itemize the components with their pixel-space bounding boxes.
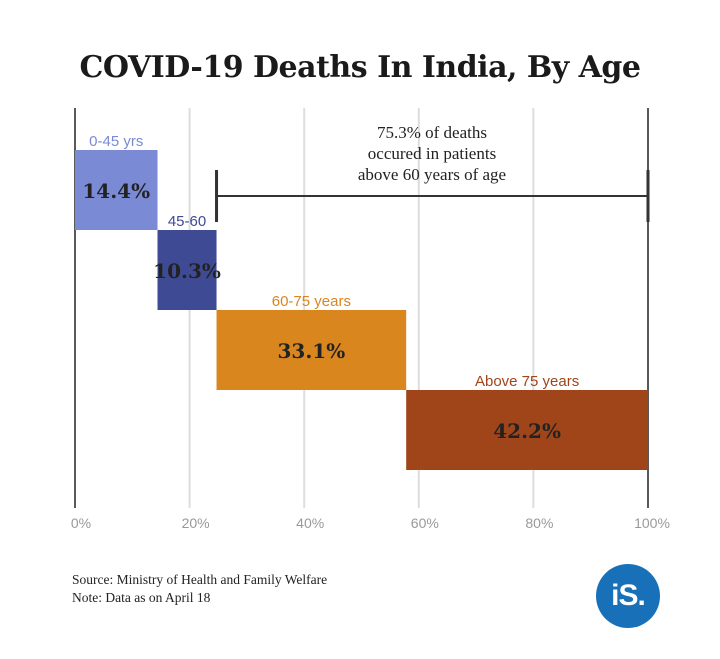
source-note: Source: Ministry of Health and Family We…	[72, 572, 328, 587]
bar-value-label: 33.1%	[278, 339, 346, 363]
annotation-text: 75.3% of deaths	[377, 123, 487, 142]
x-tick-label: 60%	[411, 515, 439, 531]
category-label: 45-60	[168, 213, 206, 230]
x-tick-label: 40%	[296, 515, 324, 531]
bar	[406, 390, 648, 470]
bar-value-label: 14.4%	[82, 179, 150, 203]
bar-value-label: 42.2%	[493, 419, 561, 443]
x-tick-label: 100%	[634, 515, 670, 531]
data-date-note: Note: Data as on April 18	[72, 590, 211, 605]
category-label: Above 75 years	[475, 373, 579, 390]
bar	[157, 230, 217, 310]
x-tick-label: 0%	[71, 515, 91, 531]
bar	[75, 150, 158, 230]
category-label: 0-45 yrs	[89, 133, 143, 150]
bar	[216, 310, 407, 390]
category-label: 60-75 years	[272, 293, 351, 310]
x-tick-label: 20%	[182, 515, 210, 531]
bar-value-label: 10.3%	[153, 259, 221, 283]
x-tick-label: 80%	[525, 515, 553, 531]
indiaspend-logo: iS.	[596, 564, 660, 628]
annotation-text: occured in patients	[368, 144, 496, 163]
chart-title: COVID-19 Deaths In India, By Age	[79, 50, 641, 85]
annotation-text: above 60 years of age	[358, 165, 506, 184]
